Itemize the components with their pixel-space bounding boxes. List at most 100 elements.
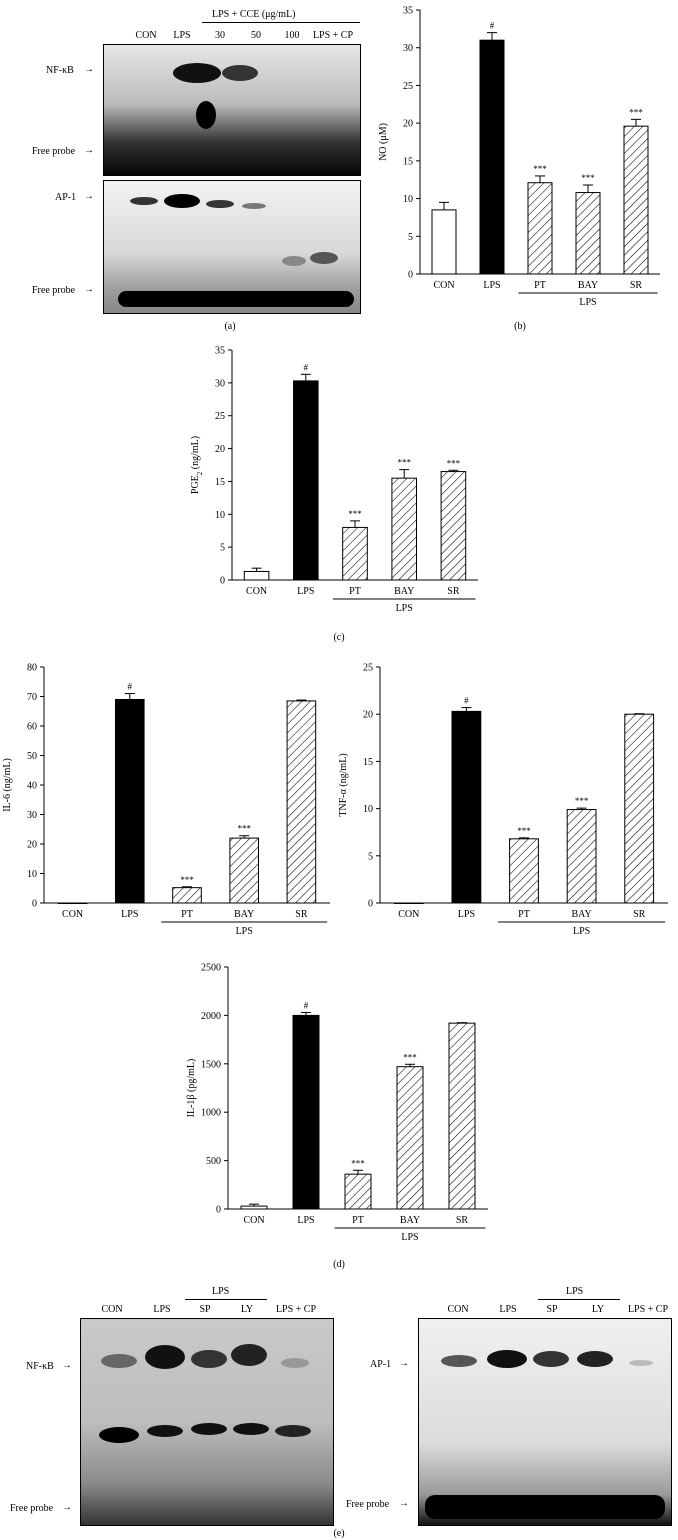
x-tick-label: CON [433,280,454,291]
y-axis-label: TNF-α (ng/mL) [338,753,349,816]
gel-e-right-ap1-arrow: → [399,1358,409,1369]
y-tick-label: 20 [363,710,373,721]
gel-e-left-lane-lps: LPS [153,1304,171,1315]
y-tick-label: 5 [220,543,225,554]
gel-e-right-lps-line [538,1299,620,1300]
x-tick-label: LPS [121,909,138,920]
y-tick-label: 30 [403,43,413,54]
y-tick-label: 0 [408,270,413,281]
significance-mark: *** [575,796,589,806]
bar-sr [448,1022,476,1210]
x-tick-label: PT [349,586,361,597]
significance-mark: *** [403,1052,417,1062]
y-tick-label: 500 [206,1156,221,1167]
y-tick-label: 10 [27,869,37,880]
significance-mark: # [304,362,309,372]
bar-sr [286,700,317,904]
gel-a-nfkb-image [103,44,361,176]
gel-e-right-ap1-label: AP-1 [370,1359,392,1370]
y-tick-label: 15 [403,156,413,167]
y-axis-label: PGE2 (ng/mL) [190,436,204,494]
x-tick-label: BAY [578,280,598,291]
gel-a-lane-30: 30 [215,30,225,41]
gel-e-right-free-probe: Free probe [346,1499,390,1510]
gel-a-lane-50: 50 [251,30,261,41]
significance-mark: # [490,21,495,31]
gel-a-nfkb-arrow: → [84,64,94,75]
gel-a-ap1-free-probe-arrow: → [84,284,94,295]
bar-lps [115,698,145,904]
gel-e-right-free-probe-arrow: → [399,1498,409,1509]
significance-mark: *** [517,826,531,836]
x-tick-label: PT [352,1215,364,1226]
y-tick-label: 0 [216,1205,221,1216]
y-tick-label: 25 [215,411,225,422]
x-tick-label: SR [295,909,308,920]
gel-e-right-lane-lps: LPS [499,1304,517,1315]
panel-c-letter: (c) [333,632,345,643]
bar-lps [292,1014,320,1210]
chart-d3: 0 500 1000 1500 2000 2500 IL-1β (pg/mL) CON # LPS… [186,963,488,1243]
y-tick-label: 15 [215,477,225,488]
chart-b: 0 5 10 15 20 25 30 35 NO (μM) CON # LPS *** PT *** BAY *… [378,6,660,308]
significance-mark: *** [629,107,643,117]
group-label: LPS [573,926,590,937]
gel-a-lane-lps: LPS [173,30,191,41]
y-tick-label: 30 [215,378,225,389]
y-tick-label: 20 [27,840,37,851]
x-tick-label: SR [447,586,460,597]
y-tick-label: 20 [215,444,225,455]
significance-mark: *** [237,824,251,834]
y-tick-label: 25 [363,663,373,674]
gel-a-ap1-arrow: → [84,191,94,202]
bar-sr [440,471,467,581]
bar-lps [293,380,319,581]
gel-a-header: LPS + CCE (μg/mL) [212,9,296,20]
bar-con [57,902,88,904]
panel-b-letter: (b) [514,321,526,332]
x-tick-label: BAY [571,909,591,920]
x-tick-label: LPS [458,909,475,920]
y-tick-label: 20 [403,119,413,130]
bar-pt [509,838,539,904]
group-label: LPS [579,297,596,308]
x-tick-label: BAY [400,1215,420,1226]
y-tick-label: 30 [27,810,37,821]
significance-mark: # [304,1000,309,1010]
y-axis-label: IL-1β (pg/mL) [186,1059,197,1118]
bar-pt [344,1173,372,1210]
gel-e-left-lane-lpscp: LPS + CP [275,1304,317,1315]
y-tick-label: 10 [363,804,373,815]
y-tick-label: 40 [27,781,37,792]
y-tick-label: 10 [403,194,413,205]
gel-e-left-nfkb-arrow: → [62,1360,72,1371]
bar-lps [479,39,505,275]
panel-e-letter: (e) [333,1528,345,1539]
x-tick-label: BAY [394,586,414,597]
gel-a-ap1-bands [104,181,360,313]
significance-mark: *** [533,164,547,174]
significance-mark: *** [581,173,595,183]
gel-e-right-lane-ly: LY [591,1304,605,1315]
gel-a-nfkb-label: NF-κB [46,65,74,76]
bar-bay [566,809,597,904]
x-tick-label: LPS [297,586,314,597]
x-tick-label: PT [534,280,546,291]
gel-a-ap1-free-probe: Free probe [32,285,76,296]
gel-e-left-free-probe: Free probe [10,1503,54,1514]
x-tick-label: SR [633,909,646,920]
y-tick-label: 70 [27,692,37,703]
significance-mark: *** [447,458,461,468]
x-tick-label: PT [181,909,193,920]
x-tick-label: BAY [234,909,254,920]
y-tick-label: 0 [220,576,225,587]
y-tick-label: 80 [27,663,37,674]
gel-a-nfkb-free-probe-arrow: → [84,145,94,156]
y-tick-label: 25 [403,81,413,92]
group-label: LPS [396,603,413,614]
x-tick-label: SR [456,1215,469,1226]
y-tick-label: 0 [32,899,37,910]
gel-e-right-lane-lpscp: LPS + CP [627,1304,669,1315]
y-tick-label: 50 [27,751,37,762]
gel-e-left-lane-ly: LY [240,1304,254,1315]
